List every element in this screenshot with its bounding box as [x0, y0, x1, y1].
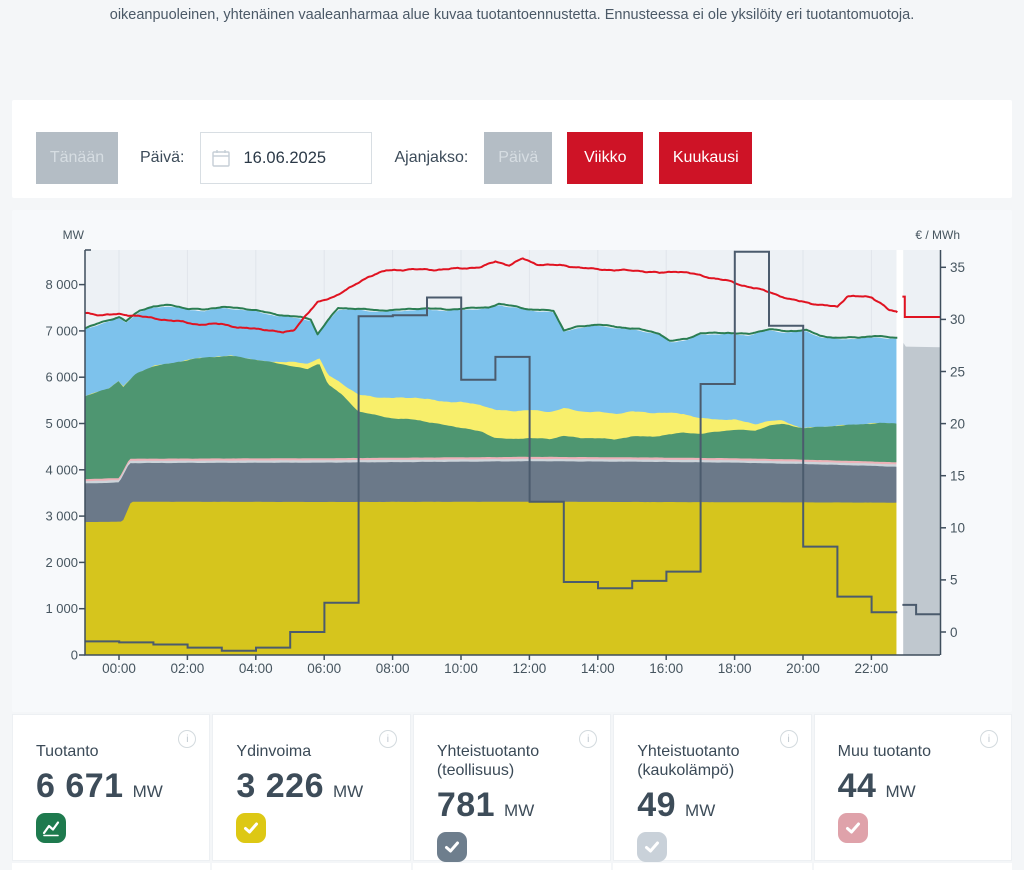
- svg-text:10:00: 10:00: [444, 661, 478, 676]
- card-value: 3 226: [236, 766, 324, 805]
- svg-text:10: 10: [950, 521, 965, 536]
- svg-text:22:00: 22:00: [855, 661, 889, 676]
- production-chart-panel[interactable]: 0 1 000 2 000 3 000 4 000 5 000 6 000 7 000 8 00…: [12, 210, 1012, 712]
- svg-text:14:00: 14:00: [581, 661, 615, 676]
- svg-text:4 000: 4 000: [45, 462, 78, 477]
- period-week-button[interactable]: Viikko: [567, 132, 644, 184]
- svg-text:MW: MW: [63, 228, 85, 242]
- series-toggle-kaukolampo checkbox-checked-icon[interactable]: [637, 831, 668, 862]
- series-toggle-muu-tuotanto checkbox-checked-icon[interactable]: [837, 812, 868, 843]
- card-tuotanto: i Tuotanto 6 671 MW: [12, 714, 211, 861]
- card-value: 49: [637, 785, 677, 824]
- svg-text:€ / MWh: € / MWh: [915, 228, 960, 242]
- svg-text:25: 25: [950, 364, 965, 379]
- card-unit: MW: [504, 800, 535, 820]
- series-toggle-teollisuus checkbox-checked-icon[interactable]: [436, 831, 467, 862]
- date-input[interactable]: [241, 147, 362, 169]
- info-icon[interactable]: i: [178, 730, 197, 748]
- svg-text:20: 20: [950, 416, 965, 431]
- card-value: 6 671: [36, 766, 124, 805]
- card-value: 44: [837, 766, 877, 805]
- svg-text:5: 5: [950, 573, 958, 588]
- svg-text:06:00: 06:00: [307, 661, 341, 676]
- chart-line-icon[interactable]: [36, 812, 66, 843]
- svg-text:20:00: 20:00: [786, 661, 820, 676]
- svg-text:5 000: 5 000: [45, 416, 78, 431]
- date-input-box[interactable]: [200, 132, 373, 184]
- card-unit: MW: [685, 800, 716, 820]
- info-icon[interactable]: i: [579, 730, 598, 748]
- svg-text:04:00: 04:00: [239, 661, 273, 676]
- today-button[interactable]: Tänään: [36, 132, 118, 184]
- summary-cards: i Tuotanto 6 671 MW i Ydinvoima 3 226 MW…: [12, 714, 1013, 862]
- svg-text:6 000: 6 000: [45, 370, 78, 385]
- card-value: 781: [436, 785, 496, 824]
- svg-text:0: 0: [950, 625, 958, 640]
- calendar-icon: [211, 148, 231, 168]
- forecast-note-text: oikeanpuoleinen, yhtenäinen vaaleanharma…: [109, 7, 915, 23]
- series-toggle-ydinvoima checkbox-checked-icon[interactable]: [236, 812, 267, 843]
- svg-text:1 000: 1 000: [45, 601, 78, 616]
- svg-text:7 000: 7 000: [45, 323, 78, 338]
- svg-text:3 000: 3 000: [45, 509, 78, 524]
- svg-text:12:00: 12:00: [513, 661, 547, 676]
- card-muu-tuotanto: i Muu tuotanto 44 MW: [813, 714, 1013, 861]
- card-unit: MW: [132, 781, 163, 801]
- card-ydinvoima: i Ydinvoima 3 226 MW: [212, 714, 411, 861]
- production-chart[interactable]: 0 1 000 2 000 3 000 4 000 5 000 6 000 7 000 8 00…: [0, 210, 1024, 712]
- info-icon[interactable]: i: [378, 730, 397, 748]
- card-unit: MW: [333, 781, 364, 801]
- svg-text:8 000: 8 000: [45, 277, 78, 292]
- card-label: Tuotanto: [36, 743, 99, 760]
- date-label: Päivä:: [140, 149, 185, 166]
- card-label: Ydinvoima: [236, 743, 312, 760]
- svg-text:35: 35: [950, 260, 965, 275]
- svg-text:0: 0: [71, 648, 78, 663]
- svg-text:2 000: 2 000: [45, 555, 78, 570]
- info-icon[interactable]: i: [980, 730, 999, 748]
- period-month-button[interactable]: Kuukausi: [659, 132, 753, 184]
- svg-text:08:00: 08:00: [376, 661, 410, 676]
- period-day-button[interactable]: Päivä: [484, 132, 553, 184]
- svg-text:16:00: 16:00: [649, 661, 683, 676]
- svg-text:18:00: 18:00: [718, 661, 752, 676]
- second-card-row-partial: [12, 863, 1013, 870]
- controls-panel: Tänään Päivä: Ajanjakso: Päivä Viikko Ku…: [12, 100, 1012, 198]
- period-label: Ajanjakso:: [394, 149, 469, 166]
- card-label: Yhteistuotanto (teollisuus): [436, 743, 540, 779]
- card-unit: MW: [885, 781, 916, 801]
- svg-text:00:00: 00:00: [102, 661, 136, 676]
- svg-text:30: 30: [950, 312, 965, 327]
- svg-text:15: 15: [950, 469, 965, 484]
- card-label: Muu tuotanto: [837, 743, 932, 760]
- card-yhteistuotanto-teollisuus: i Yhteistuotanto (teollisuus) 781 MW: [412, 714, 612, 862]
- card-yhteistuotanto-kaukolampo: i Yhteistuotanto (kaukolämpö) 49 MW: [613, 714, 812, 862]
- svg-text:02:00: 02:00: [171, 661, 205, 676]
- info-icon[interactable]: i: [779, 730, 798, 748]
- card-label: Yhteistuotanto (kaukolämpö): [637, 743, 740, 779]
